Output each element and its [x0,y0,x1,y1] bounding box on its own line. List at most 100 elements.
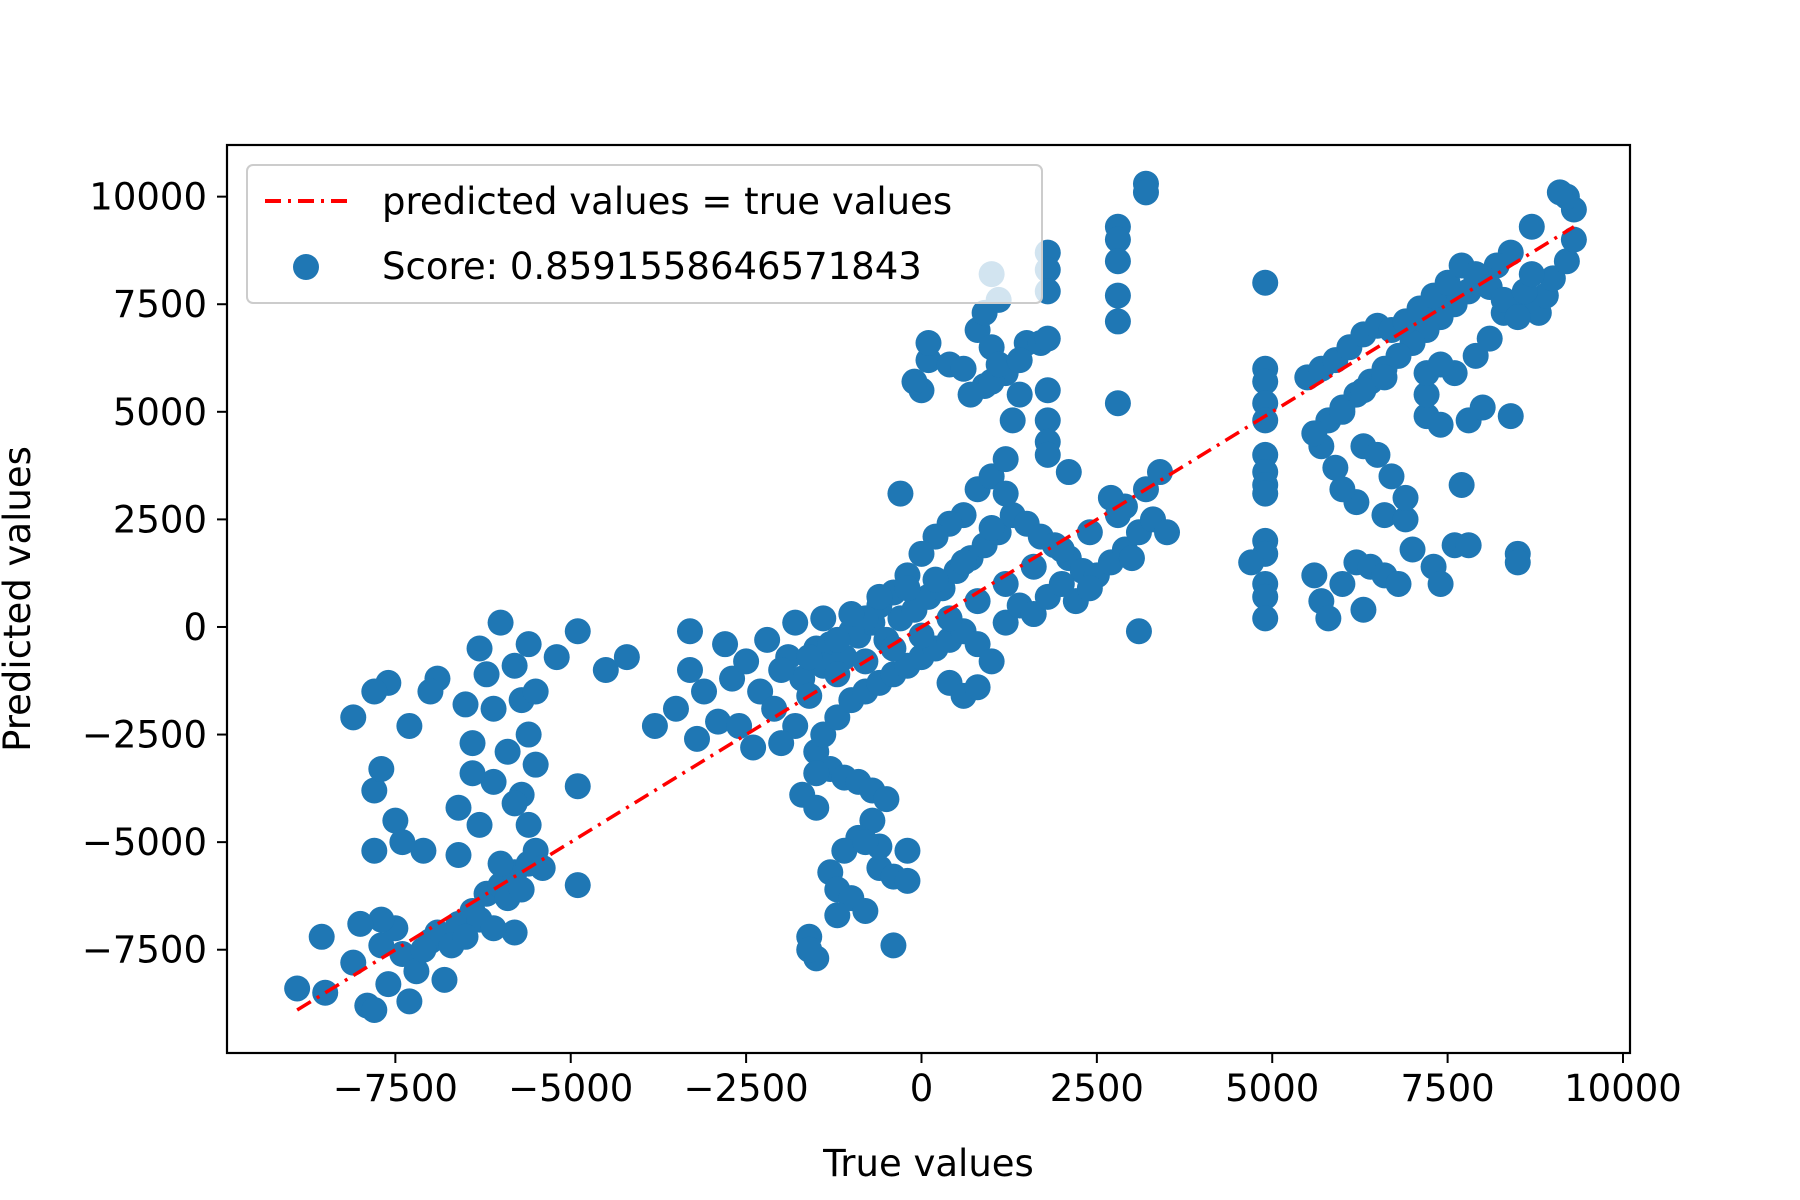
x-tick-label-5: 5000 [1225,1067,1319,1110]
data-point-265 [1301,562,1328,589]
data-point-172 [964,674,991,701]
data-point-60 [368,755,395,782]
plot-data-layer [284,170,1587,1023]
x-tick-label-1: −5000 [508,1067,633,1110]
data-point-5 [361,996,388,1023]
data-point-168 [964,631,991,658]
data-point-231 [1034,407,1061,434]
data-point-186 [894,575,921,602]
x-tick-label-4: 2500 [1050,1067,1144,1110]
data-point-207 [1104,502,1131,529]
data-point-289 [1364,441,1391,468]
data-point-51 [494,738,521,765]
data-point-179 [1076,575,1103,602]
data-point-79 [747,678,774,705]
data-point-177 [1048,570,1075,597]
data-point-52 [480,768,507,795]
data-point-248 [985,351,1012,378]
data-point-39 [522,678,549,705]
data-point-2 [308,923,335,950]
data-point-185 [866,583,893,610]
data-point-188 [950,549,977,576]
data-point-213 [915,329,942,356]
data-point-249 [1006,347,1033,374]
data-point-118 [922,523,949,550]
data-point-135 [873,786,900,813]
data-point-184 [838,601,865,628]
data-point-241 [1104,308,1131,335]
data-point-234 [999,407,1026,434]
data-point-59 [361,777,388,804]
x-tick-label-2: −2500 [684,1067,809,1110]
data-point-209 [1125,618,1152,645]
data-point-267 [1315,605,1342,632]
data-point-58 [382,807,409,834]
data-point-154 [796,936,823,963]
data-point-169 [978,648,1005,675]
data-point-67 [543,644,570,671]
data-point-42 [452,691,479,718]
data-point-205 [1048,536,1075,563]
data-point-158 [824,704,851,731]
data-point-283 [1392,506,1419,533]
data-point-128 [782,712,809,739]
data-point-175 [1020,601,1047,628]
data-point-187 [922,566,949,593]
data-point-252 [1252,368,1279,395]
data-point-199 [880,635,907,662]
plot-frame [225,143,1632,1055]
legend-label-reference: predicted values = true values [382,180,952,223]
data-point-61 [361,837,388,864]
data-point-300 [1476,325,1503,352]
data-point-181 [754,626,781,653]
data-point-240 [1104,282,1131,309]
data-point-57 [410,837,437,864]
data-point-50 [466,635,493,662]
data-point-258 [1252,480,1279,507]
x-tick-label-6: 7500 [1401,1067,1495,1110]
data-point-65 [501,790,528,817]
data-point-263 [1252,605,1279,632]
data-point-30 [501,919,528,946]
data-point-76 [705,708,732,735]
data-point-31 [480,915,507,942]
data-point-347 [1371,364,1398,391]
data-point-148 [852,829,879,856]
y-tick-label-5: 5000 [113,391,207,434]
data-point-182 [782,609,809,636]
data-point-191 [662,695,689,722]
data-point-341 [1490,286,1517,313]
legend: predicted values = true values Score: 0.… [246,164,1043,304]
x-axis-label: True values [822,1142,1034,1185]
x-axis-ticks: −7500 −5000 −2500 0 2500 5000 7500 10000 [333,1053,1682,1110]
data-point-293 [1427,411,1454,438]
data-point-25 [410,936,437,963]
data-point-70 [564,872,591,899]
data-point-54 [445,794,472,821]
data-point-280 [1504,549,1531,576]
data-point-145 [894,867,921,894]
data-point-183 [810,605,837,632]
data-point-189 [978,514,1005,541]
y-axis-ticks: −7500 −5000 −2500 0 2500 5000 7500 10000 [82,176,227,972]
data-point-155 [824,902,851,929]
data-point-193 [740,734,767,761]
data-point-21 [529,854,556,881]
data-point-230 [1034,377,1061,404]
data-point-264 [1238,549,1265,576]
data-point-299 [1462,342,1489,369]
data-point-201 [936,605,963,632]
data-point-64 [459,730,486,757]
data-point-142 [852,897,879,924]
data-point-68 [564,618,591,645]
data-point-28 [347,910,374,937]
data-point-74 [676,618,703,645]
data-point-6 [368,932,395,959]
data-point-344 [1518,261,1545,288]
data-point-210 [887,480,914,507]
data-point-37 [515,721,542,748]
data-point-78 [733,648,760,675]
data-point-346 [1427,351,1454,378]
data-point-10 [403,958,430,985]
